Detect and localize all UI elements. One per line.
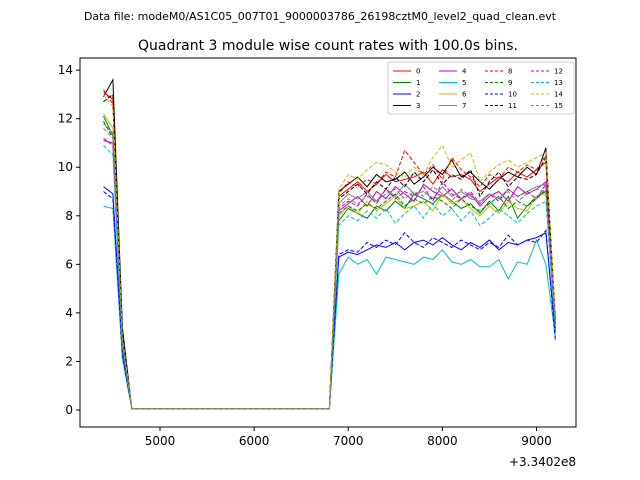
series-line-10 <box>103 191 556 410</box>
series-line-2 <box>103 186 556 410</box>
x-tick-label: 8000 <box>427 434 458 448</box>
series-line-6 <box>103 113 556 410</box>
x-offset-label: +3.3402e8 <box>509 455 576 469</box>
y-tick-label: 2 <box>65 354 73 368</box>
legend-label-13: 13 <box>554 79 563 87</box>
legend-label-14: 14 <box>554 91 563 99</box>
y-tick-label: 4 <box>65 306 73 320</box>
legend-label-15: 15 <box>554 102 563 110</box>
series-line-8 <box>103 89 556 410</box>
series-line-15 <box>103 128 556 410</box>
legend-label-9: 9 <box>508 79 512 87</box>
series-line-13 <box>103 145 556 410</box>
legend-label-2: 2 <box>416 91 420 99</box>
series-line-12 <box>103 137 556 410</box>
axes-frame <box>79 57 577 428</box>
legend-label-12: 12 <box>554 68 563 76</box>
legend-label-10: 10 <box>508 91 517 99</box>
legend-label-1: 1 <box>416 79 420 87</box>
series-line-5 <box>103 205 556 410</box>
legend-label-8: 8 <box>508 68 512 76</box>
legend-label-3: 3 <box>416 102 420 110</box>
series-line-1 <box>103 116 556 410</box>
series-line-0 <box>103 91 556 410</box>
x-tick-label: 9000 <box>521 434 552 448</box>
legend-label-11: 11 <box>508 102 517 110</box>
x-tick-label: 5000 <box>145 434 176 448</box>
y-tick-label: 12 <box>58 112 73 126</box>
legend-label-6: 6 <box>462 91 467 99</box>
legend-label-5: 5 <box>462 79 466 87</box>
series-line-9 <box>103 120 556 410</box>
series-line-4 <box>103 140 556 410</box>
chart-title: Quadrant 3 module wise count rates with … <box>138 38 518 54</box>
y-tick-label: 14 <box>58 63 73 77</box>
y-tick-label: 0 <box>65 403 73 417</box>
y-tick-label: 8 <box>65 209 73 223</box>
series-line-14 <box>103 94 556 410</box>
legend-box <box>387 61 575 115</box>
y-tick-label: 10 <box>58 160 73 174</box>
suptitle: Data file: modeM0/AS1C05_007T01_90000037… <box>84 10 557 23</box>
legend-label-4: 4 <box>462 68 467 76</box>
series-line-7 <box>103 123 556 410</box>
legend-label-7: 7 <box>462 102 466 110</box>
x-tick-label: 6000 <box>239 434 270 448</box>
y-tick-label: 6 <box>65 257 73 271</box>
legend-label-0: 0 <box>416 68 420 76</box>
series-line-11 <box>103 93 556 410</box>
x-tick-label: 7000 <box>333 434 364 448</box>
